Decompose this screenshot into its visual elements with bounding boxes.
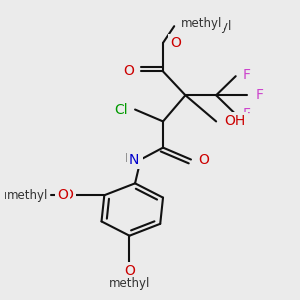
Text: OH: OH [224,114,246,128]
Text: F: F [244,67,252,81]
Text: O: O [200,152,210,167]
Text: OH: OH [227,114,249,128]
Text: methyl: methyl [7,189,48,202]
Text: F: F [244,107,252,121]
Text: H: H [124,152,134,165]
Text: O: O [198,152,209,167]
Text: O: O [170,36,181,50]
Text: O: O [63,188,74,202]
Text: methyl: methyl [181,17,223,30]
Text: F: F [243,107,251,121]
Text: methyl: methyl [4,189,46,202]
Text: O: O [122,64,132,78]
Text: methyl: methyl [191,20,232,33]
Text: F: F [255,88,263,102]
Text: N: N [130,152,141,167]
Text: O: O [124,264,135,278]
Text: F: F [243,68,251,82]
Text: F: F [255,88,263,102]
Text: O: O [124,266,135,280]
Text: Cl: Cl [115,103,128,116]
Text: N: N [129,152,139,167]
Text: methyl: methyl [109,279,150,292]
Text: O: O [171,36,182,50]
Text: methyl: methyl [109,278,150,290]
Text: Cl: Cl [113,103,127,116]
Text: O: O [57,188,68,202]
Text: O: O [123,64,134,78]
